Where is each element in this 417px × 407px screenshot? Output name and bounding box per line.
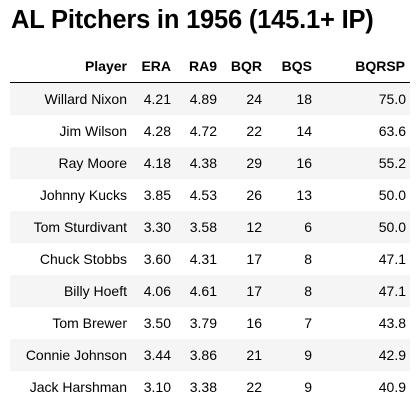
cell-ra9: 4.38 [176, 147, 222, 179]
cell-player: Johnny Kucks [39, 187, 127, 203]
cell-player: Jack Harshman [29, 379, 127, 395]
cell-bqr: 16 [246, 315, 262, 331]
cell-ra9: 3.58 [176, 211, 222, 243]
cell-era: 4.28 [143, 123, 171, 139]
cell-bqs: 9 [267, 339, 317, 371]
cell-player: Billy Hoeft [10, 275, 132, 307]
cell-bqs: 9 [304, 379, 312, 395]
cell-bqs: 6 [267, 211, 317, 243]
table-row: Chuck Stobbs 3.60 4.31 17 8 47.1 [10, 243, 410, 275]
cell-ra9: 3.86 [176, 339, 222, 371]
header-bqs: BQS [267, 50, 317, 83]
cell-era: 3.30 [132, 211, 176, 243]
table-row: Tom Brewer 3.50 3.79 16 7 43.8 [10, 307, 410, 339]
cell-ra9: 4.31 [189, 251, 217, 267]
cell-bqs: 13 [296, 187, 312, 203]
cell-bqrsp: 55.2 [317, 147, 410, 179]
cell-bqs: 16 [267, 147, 317, 179]
cell-bqs: 7 [304, 315, 312, 331]
table-row: Connie Johnson 3.44 3.86 21 9 42.9 [10, 339, 410, 371]
table-body: Willard Nixon 4.21 4.89 24 18 75.0 Jim Wilson 4… [10, 82, 410, 404]
cell-bqrsp: 50.0 [378, 187, 406, 203]
header-player: Player [10, 50, 132, 83]
cell-bqrsp: 43.8 [378, 315, 406, 331]
cell-bqrsp: 40.9 [378, 379, 406, 395]
cell-era: 3.44 [132, 339, 176, 371]
header-era: ERA [132, 50, 176, 83]
cell-era: 3.85 [143, 187, 171, 203]
cell-bqs: 8 [304, 251, 312, 267]
cell-ra9: 3.79 [189, 315, 217, 331]
cell-bqrsp: 75.0 [317, 82, 410, 115]
cell-ra9: 4.89 [176, 82, 222, 115]
cell-ra9: 4.61 [176, 275, 222, 307]
cell-bqrsp: 63.6 [378, 123, 406, 139]
cell-bqr: 17 [246, 251, 262, 267]
table-title: AL Pitchers in 1956 (145.1+ IP) [11, 6, 374, 34]
cell-bqs: 14 [296, 123, 312, 139]
header-bqr: BQR [222, 50, 267, 83]
cell-bqs: 8 [267, 275, 317, 307]
cell-era: 4.18 [132, 147, 176, 179]
cell-bqs: 18 [267, 82, 317, 115]
cell-player: Tom Sturdivant [10, 211, 132, 243]
pitchers-table-container: Player ERA RA9 BQR BQS BQRSP Willard Nix… [10, 50, 410, 403]
cell-bqr: 24 [222, 82, 267, 115]
cell-era: 3.10 [143, 379, 171, 395]
cell-player: Connie Johnson [10, 339, 132, 371]
cell-era: 4.21 [132, 82, 176, 115]
cell-bqr: 12 [222, 211, 267, 243]
table-row: Billy Hoeft 4.06 4.61 17 8 47.1 [10, 275, 410, 307]
cell-bqrsp: 47.1 [378, 251, 406, 267]
table-row: Jack Harshman 3.10 3.38 22 9 40.9 [10, 371, 410, 403]
cell-era: 3.50 [143, 315, 171, 331]
cell-player: Chuck Stobbs [39, 251, 127, 267]
cell-bqr: 22 [246, 123, 262, 139]
cell-bqr: 22 [246, 379, 262, 395]
cell-ra9: 4.72 [189, 123, 217, 139]
table-header: Player ERA RA9 BQR BQS BQRSP [10, 50, 410, 83]
table-row: Willard Nixon 4.21 4.89 24 18 75.0 [10, 82, 410, 115]
table-row: Tom Sturdivant 3.30 3.58 12 6 50.0 [10, 211, 410, 243]
cell-bqrsp: 47.1 [317, 275, 410, 307]
cell-bqr: 29 [222, 147, 267, 179]
cell-era: 3.60 [143, 251, 171, 267]
table-row: Ray Moore 4.18 4.38 29 16 55.2 [10, 147, 410, 179]
cell-bqrsp: 42.9 [317, 339, 410, 371]
table-row: Jim Wilson 4.28 4.72 22 14 63.6 [10, 115, 410, 147]
cell-era: 4.06 [132, 275, 176, 307]
cell-ra9: 3.38 [189, 379, 217, 395]
cell-ra9: 4.53 [189, 187, 217, 203]
table-row: Johnny Kucks 3.85 4.53 26 13 50.0 [10, 179, 410, 211]
cell-player: Ray Moore [10, 147, 132, 179]
header-bqrsp: BQRSP [317, 50, 410, 83]
cell-bqrsp: 50.0 [317, 211, 410, 243]
cell-player: Tom Brewer [52, 315, 127, 331]
cell-player: Willard Nixon [10, 82, 132, 115]
header-row: Player ERA RA9 BQR BQS BQRSP [10, 50, 410, 83]
cell-bqr: 26 [246, 187, 262, 203]
header-ra9: RA9 [176, 50, 222, 83]
pitchers-table: Player ERA RA9 BQR BQS BQRSP Willard Nix… [10, 50, 410, 403]
cell-player: Jim Wilson [59, 123, 127, 139]
cell-bqr: 21 [222, 339, 267, 371]
cell-bqr: 17 [222, 275, 267, 307]
